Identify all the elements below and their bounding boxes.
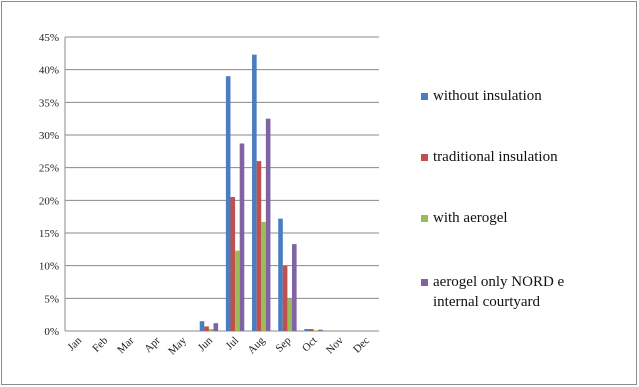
legend-label: aerogel only NORD e	[433, 274, 565, 290]
x-tick-label: Jan	[65, 334, 84, 353]
y-tick-label: 5%	[44, 293, 59, 305]
x-tick-label: Nov	[324, 334, 346, 356]
legend-label: internal courtyard	[433, 294, 541, 310]
bar-with-aerogel-sep	[287, 298, 293, 331]
x-tick-label: Feb	[90, 334, 111, 355]
bar-with-aerogel-oct	[313, 330, 319, 331]
bar-traditional-insulation-jun	[204, 326, 209, 331]
legend-label: with aerogel	[433, 210, 508, 226]
x-tick-label: Jun	[196, 334, 216, 354]
legend-swatch	[421, 93, 428, 100]
x-tick-label: Aug	[245, 334, 267, 356]
bar-traditional-insulation-oct	[308, 329, 314, 331]
bar-without-insulation-jul	[225, 76, 231, 331]
bar-traditional-insulation-aug	[256, 161, 262, 331]
legend-swatch	[421, 154, 428, 161]
bar-traditional-insulation-jul	[230, 197, 236, 331]
x-tick-label: Oct	[300, 335, 320, 355]
bar-with-aerogel-jul	[235, 250, 240, 331]
bar-without-insulation-jun	[199, 321, 205, 331]
y-tick-label: 30%	[39, 130, 59, 142]
x-tick-label: Mar	[115, 334, 137, 356]
legend-label: traditional insulation	[433, 149, 558, 165]
y-tick-label: 0%	[44, 326, 59, 338]
y-tick-label: 25%	[39, 163, 59, 175]
x-tick-label: Dec	[351, 335, 372, 356]
y-tick-label: 15%	[39, 228, 59, 240]
bar-aerogel-only-nord-e-internal-courtyard-sep	[292, 244, 297, 331]
bar-with-aerogel-jun	[208, 329, 214, 331]
y-tick-label: 20%	[39, 195, 59, 207]
bar-aerogel-only-nord-e-internal-courtyard-jun	[213, 323, 219, 331]
bar-traditional-insulation-sep	[282, 265, 288, 331]
x-tick-label: Apr	[142, 334, 163, 355]
bar-aerogel-only-nord-e-internal-courtyard-aug	[265, 118, 271, 332]
bar-without-insulation-sep	[278, 218, 283, 331]
y-tick-label: 40%	[39, 65, 59, 77]
x-tick-label: Jul	[224, 335, 242, 353]
legend-swatch	[421, 215, 428, 222]
bar-without-insulation-oct	[304, 329, 309, 331]
bar-aerogel-only-nord-e-internal-courtyard-jul	[239, 143, 245, 331]
bar-without-insulation-aug	[252, 54, 257, 331]
bar-aerogel-only-nord-e-internal-courtyard-oct	[318, 329, 323, 331]
y-tick-label: 45%	[39, 32, 59, 44]
x-tick-label: Sep	[273, 334, 294, 355]
x-tick-label: May	[166, 334, 189, 357]
y-tick-label: 10%	[39, 261, 59, 273]
legend-label: without insulation	[433, 88, 542, 104]
legend-swatch	[421, 279, 428, 286]
bar-with-aerogel-aug	[261, 221, 266, 331]
y-tick-label: 35%	[39, 97, 59, 109]
